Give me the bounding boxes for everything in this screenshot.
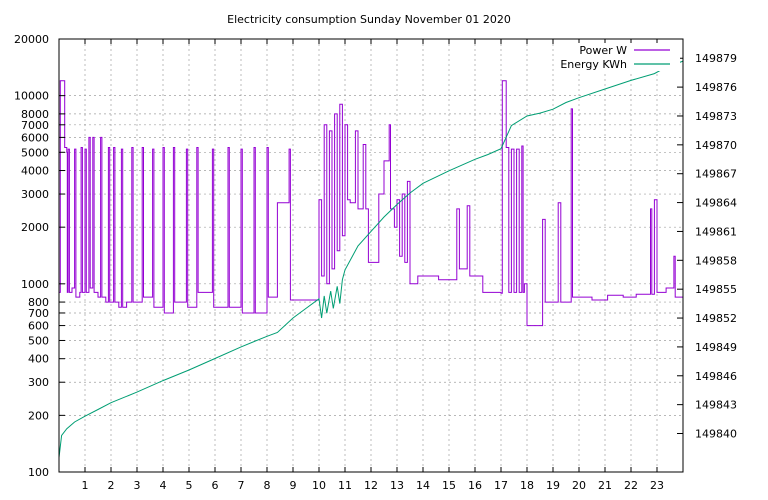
series-line-energy: [58, 60, 684, 458]
y2-tick-label: 149849: [695, 341, 737, 354]
x-tick-label: 12: [364, 479, 378, 492]
chart-title: Electricity consumption Sunday November …: [227, 13, 511, 26]
x-tick-label: 13: [390, 479, 404, 492]
y2-tick-label: 149879: [695, 52, 737, 65]
axes: 1 2 3 4 5 6 7 8 9 10 11 12 13 14 15 16 17 18 19 20 21 22 23100…: [14, 33, 737, 492]
y-tick-label: 100: [28, 466, 49, 479]
y-tick-label: 1000: [21, 278, 49, 291]
legend-label-power: Power W: [579, 44, 627, 57]
y-tick-label: 200: [28, 409, 49, 422]
y-tick-label: 2000: [21, 221, 49, 234]
x-tick-label: 7: [238, 479, 245, 492]
x-tick-label: 8: [264, 479, 271, 492]
y-tick-label: 300: [28, 376, 49, 389]
x-tick-label: 14: [416, 479, 430, 492]
x-tick-label: 23: [650, 479, 664, 492]
y2-tick-label: 149840: [695, 428, 737, 441]
y2-tick-label: 149864: [695, 197, 737, 210]
y-tick-label: 500: [28, 334, 49, 347]
y2-tick-label: 149855: [695, 283, 737, 296]
x-tick-label: 1: [82, 479, 89, 492]
x-tick-label: 18: [520, 479, 534, 492]
y-tick-label: 8000: [21, 108, 49, 121]
x-tick-label: 17: [494, 479, 508, 492]
legend-label-energy: Energy KWh: [560, 58, 627, 71]
legend: Power W Energy KWh: [560, 43, 680, 71]
y-tick-label: 700: [28, 307, 49, 320]
x-tick-label: 6: [212, 479, 219, 492]
x-tick-label: 16: [468, 479, 482, 492]
y2-tick-label: 149870: [695, 139, 737, 152]
y2-tick-label: 149876: [695, 81, 737, 94]
y-tick-label: 800: [28, 296, 49, 309]
data-series: [58, 60, 684, 458]
x-tick-label: 22: [624, 479, 638, 492]
y-tick-label: 10000: [14, 90, 49, 103]
y2-tick-label: 149843: [695, 399, 737, 412]
y-tick-label: 7000: [21, 119, 49, 132]
y-tick-label: 6000: [21, 131, 49, 144]
y2-tick-label: 149846: [695, 370, 737, 383]
y-tick-label: 400: [28, 353, 49, 366]
y2-tick-label: 149861: [695, 225, 737, 238]
x-tick-label: 10: [312, 479, 326, 492]
y-tick-label: 600: [28, 320, 49, 333]
x-tick-label: 9: [290, 479, 297, 492]
y2-tick-label: 149852: [695, 312, 737, 325]
x-tick-label: 3: [134, 479, 141, 492]
y2-tick-label: 149873: [695, 110, 737, 123]
grid-lines: [59, 38, 683, 473]
series-line-power: [59, 80, 683, 327]
x-tick-label: 20: [572, 479, 586, 492]
y-tick-label: 5000: [21, 146, 49, 159]
x-tick-label: 4: [160, 479, 167, 492]
y-tick-label: 3000: [21, 188, 49, 201]
x-tick-label: 15: [442, 479, 456, 492]
y2-tick-label: 149858: [695, 254, 737, 267]
x-tick-label: 21: [598, 479, 612, 492]
y-tick-label: 20000: [14, 33, 49, 46]
x-tick-label: 5: [186, 479, 193, 492]
y-tick-label: 4000: [21, 165, 49, 178]
x-tick-label: 19: [546, 479, 560, 492]
y2-tick-label: 149867: [695, 168, 737, 181]
x-tick-label: 11: [338, 479, 352, 492]
x-tick-label: 2: [108, 479, 115, 492]
